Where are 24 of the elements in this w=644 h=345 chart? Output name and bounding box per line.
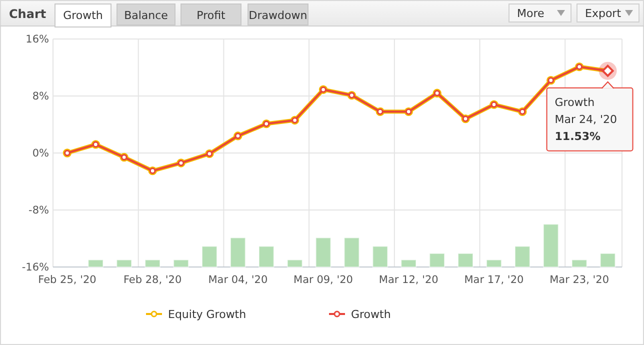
x-tick-label: Mar 23, '20 (550, 274, 610, 286)
x-tick-label: Feb 25, '20 (38, 274, 96, 286)
y-tick-label: 16% (26, 34, 50, 46)
text: Balance (124, 9, 168, 22)
y-tick-label: -8% (28, 204, 50, 217)
x-tick-label: Mar 09, '20 (294, 274, 353, 286)
x-tick-label: Mar 04, '20 (208, 274, 268, 286)
text: Export (585, 7, 622, 20)
text: Drawdown (248, 9, 308, 22)
text: Profit (196, 9, 226, 22)
y-tick-label: 8% (32, 90, 50, 103)
y-tick-label: 0% (32, 148, 50, 160)
x-tick-label: Mar 12, '20 (378, 274, 438, 286)
text: Growth (63, 9, 103, 22)
annotation: Growth (554, 96, 595, 109)
annotation: Mar 24, '20 (554, 112, 618, 126)
chart-title: Chart (9, 7, 46, 21)
legend-label: Growth (351, 308, 391, 321)
annotation: 11.53% (554, 130, 601, 143)
text: More (517, 7, 544, 20)
x-tick-label: Feb 28, '20 (123, 274, 182, 286)
x-tick-label: Mar 17, '20 (464, 274, 524, 286)
y-tick-label: -16% (22, 262, 50, 274)
legend-label: Equity Growth (168, 308, 246, 321)
